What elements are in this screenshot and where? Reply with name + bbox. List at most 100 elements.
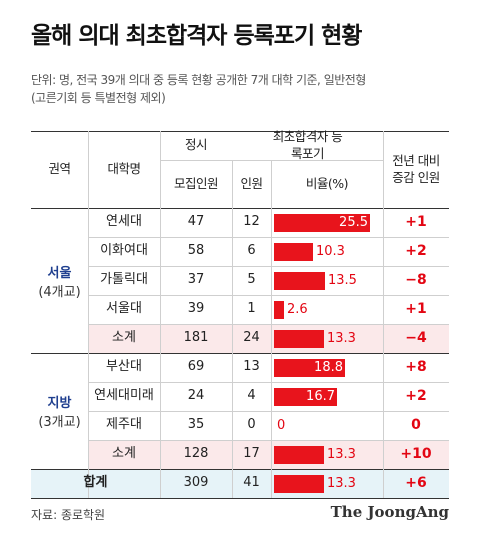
change-value: +1 (405, 301, 427, 318)
recruit-value: 37 (187, 272, 205, 288)
row-rule (88, 440, 449, 441)
subtotal-row-bg (88, 440, 449, 469)
header-count: 인원 (240, 175, 263, 191)
ratio-label: 25.5 (339, 215, 368, 230)
header-ratio: 비율(%) (305, 175, 349, 191)
row-rule (88, 382, 449, 383)
region-label: 서울 (4개교) (31, 208, 88, 353)
change-value: +10 (400, 446, 432, 463)
header-bottom-rule (31, 208, 449, 209)
row-rule (88, 266, 449, 267)
column-rule (232, 160, 233, 498)
university-name: 가톨릭대 (100, 272, 148, 288)
header-forfeit-group: 최초합격자 등록포기 (232, 129, 383, 161)
header-regular: 정시 (184, 137, 208, 153)
region-name: 지방 (47, 396, 72, 411)
ratio-bar (274, 474, 324, 493)
ratio-label: 0 (277, 418, 286, 433)
ratio-bar (274, 329, 324, 348)
forfeit-count-value: 17 (243, 446, 260, 462)
table-top-rule (31, 131, 449, 132)
ratio-bar (274, 242, 313, 261)
ratio-label: 13.3 (327, 447, 356, 462)
recruit-value: 24 (187, 388, 205, 404)
subtitle-line-2: (고른기회 등 특별전형 제외) (31, 91, 166, 105)
forfeit-count-value: 6 (247, 243, 256, 259)
recruit-value: 181 (183, 330, 209, 346)
header-mid-rule (232, 160, 383, 161)
row-rule (88, 411, 449, 412)
university-name: 제주대 (106, 417, 142, 433)
subtitle-line-1: 단위: 명, 전국 39개 의대 중 등록 현황 공개한 7개 대학 기준, 일… (31, 73, 366, 87)
forfeit-count-value: 0 (247, 417, 256, 433)
change-value: +2 (405, 243, 427, 260)
column-rule (88, 131, 89, 498)
header-forfeit-group-label: 최초합격자 등록포기 (272, 129, 343, 161)
ratio-bar (274, 445, 324, 464)
forfeit-count-value: 1 (247, 301, 256, 317)
university-name: 부산대 (106, 359, 142, 375)
change-value: 0 (411, 417, 421, 434)
recruit-value: 128 (183, 446, 209, 462)
total-label: 합계 (83, 475, 108, 491)
forfeit-count-value: 41 (243, 475, 260, 491)
ratio-label: 10.3 (316, 244, 345, 259)
row-rule (31, 353, 449, 354)
forfeit-count-value: 12 (243, 214, 260, 230)
forfeit-count-value: 13 (243, 359, 260, 375)
recruit-value: 47 (187, 214, 205, 230)
forfeit-count-value: 4 (247, 388, 256, 404)
header-mid-rule (160, 160, 232, 161)
column-rule (383, 131, 384, 498)
region-name: 서울 (47, 265, 72, 281)
recruit-value: 58 (187, 243, 205, 259)
recruit-value: 39 (187, 301, 205, 317)
region-school-count: (4개교) (38, 284, 81, 300)
row-rule (88, 237, 449, 238)
university-name: 연세대 (106, 214, 142, 230)
ratio-label: 13.3 (327, 476, 356, 491)
change-value: −8 (405, 272, 427, 289)
header-change: 전년 대비 증감 인원 (392, 153, 440, 185)
ratio-label: 16.7 (306, 389, 335, 404)
ratio-bar (274, 300, 284, 319)
row-rule (88, 324, 449, 325)
change-value: +6 (405, 475, 427, 492)
row-rule (31, 469, 449, 470)
table-bottom-rule (31, 498, 449, 499)
region-label: 지방 (3개교) (31, 353, 88, 469)
ratio-bar (274, 358, 345, 377)
university-name: 서울대 (106, 301, 142, 317)
ratio-label: 13.3 (327, 331, 356, 346)
header-university: 대학명 (107, 161, 141, 177)
brand-logo: The JoongAng (330, 503, 449, 521)
change-value: +2 (405, 388, 427, 405)
recruit-value: 69 (187, 359, 205, 375)
ratio-label: 13.5 (328, 273, 357, 288)
column-rule (160, 131, 161, 498)
forfeit-count-value: 5 (247, 272, 256, 288)
change-value: −4 (405, 330, 427, 347)
ratio-bar (274, 271, 325, 290)
change-value: +1 (405, 214, 427, 231)
recruit-value: 309 (183, 475, 209, 491)
region-school-count: (3개교) (38, 415, 81, 430)
total-row-bg (31, 469, 449, 498)
subtotal-label: 소계 (112, 446, 136, 462)
subtotal-label: 소계 (112, 330, 136, 346)
university-name: 연세대미래 (94, 388, 154, 404)
row-rule (88, 295, 449, 296)
recruit-value: 35 (187, 417, 205, 433)
ratio-label: 18.8 (314, 360, 343, 375)
forfeit-count-value: 24 (243, 330, 260, 346)
subtotal-row-bg (88, 324, 449, 353)
ratio-bar (274, 213, 370, 232)
header-region: 권역 (48, 161, 71, 177)
ratio-bar (274, 387, 337, 406)
header-recruit: 모집인원 (173, 175, 219, 191)
column-rule (271, 160, 272, 498)
page-title: 올해 의대 최초합격자 등록포기 현황 (31, 23, 362, 49)
university-name: 이화여대 (100, 243, 148, 259)
change-value: +8 (405, 359, 427, 376)
ratio-label: 2.6 (287, 302, 308, 317)
